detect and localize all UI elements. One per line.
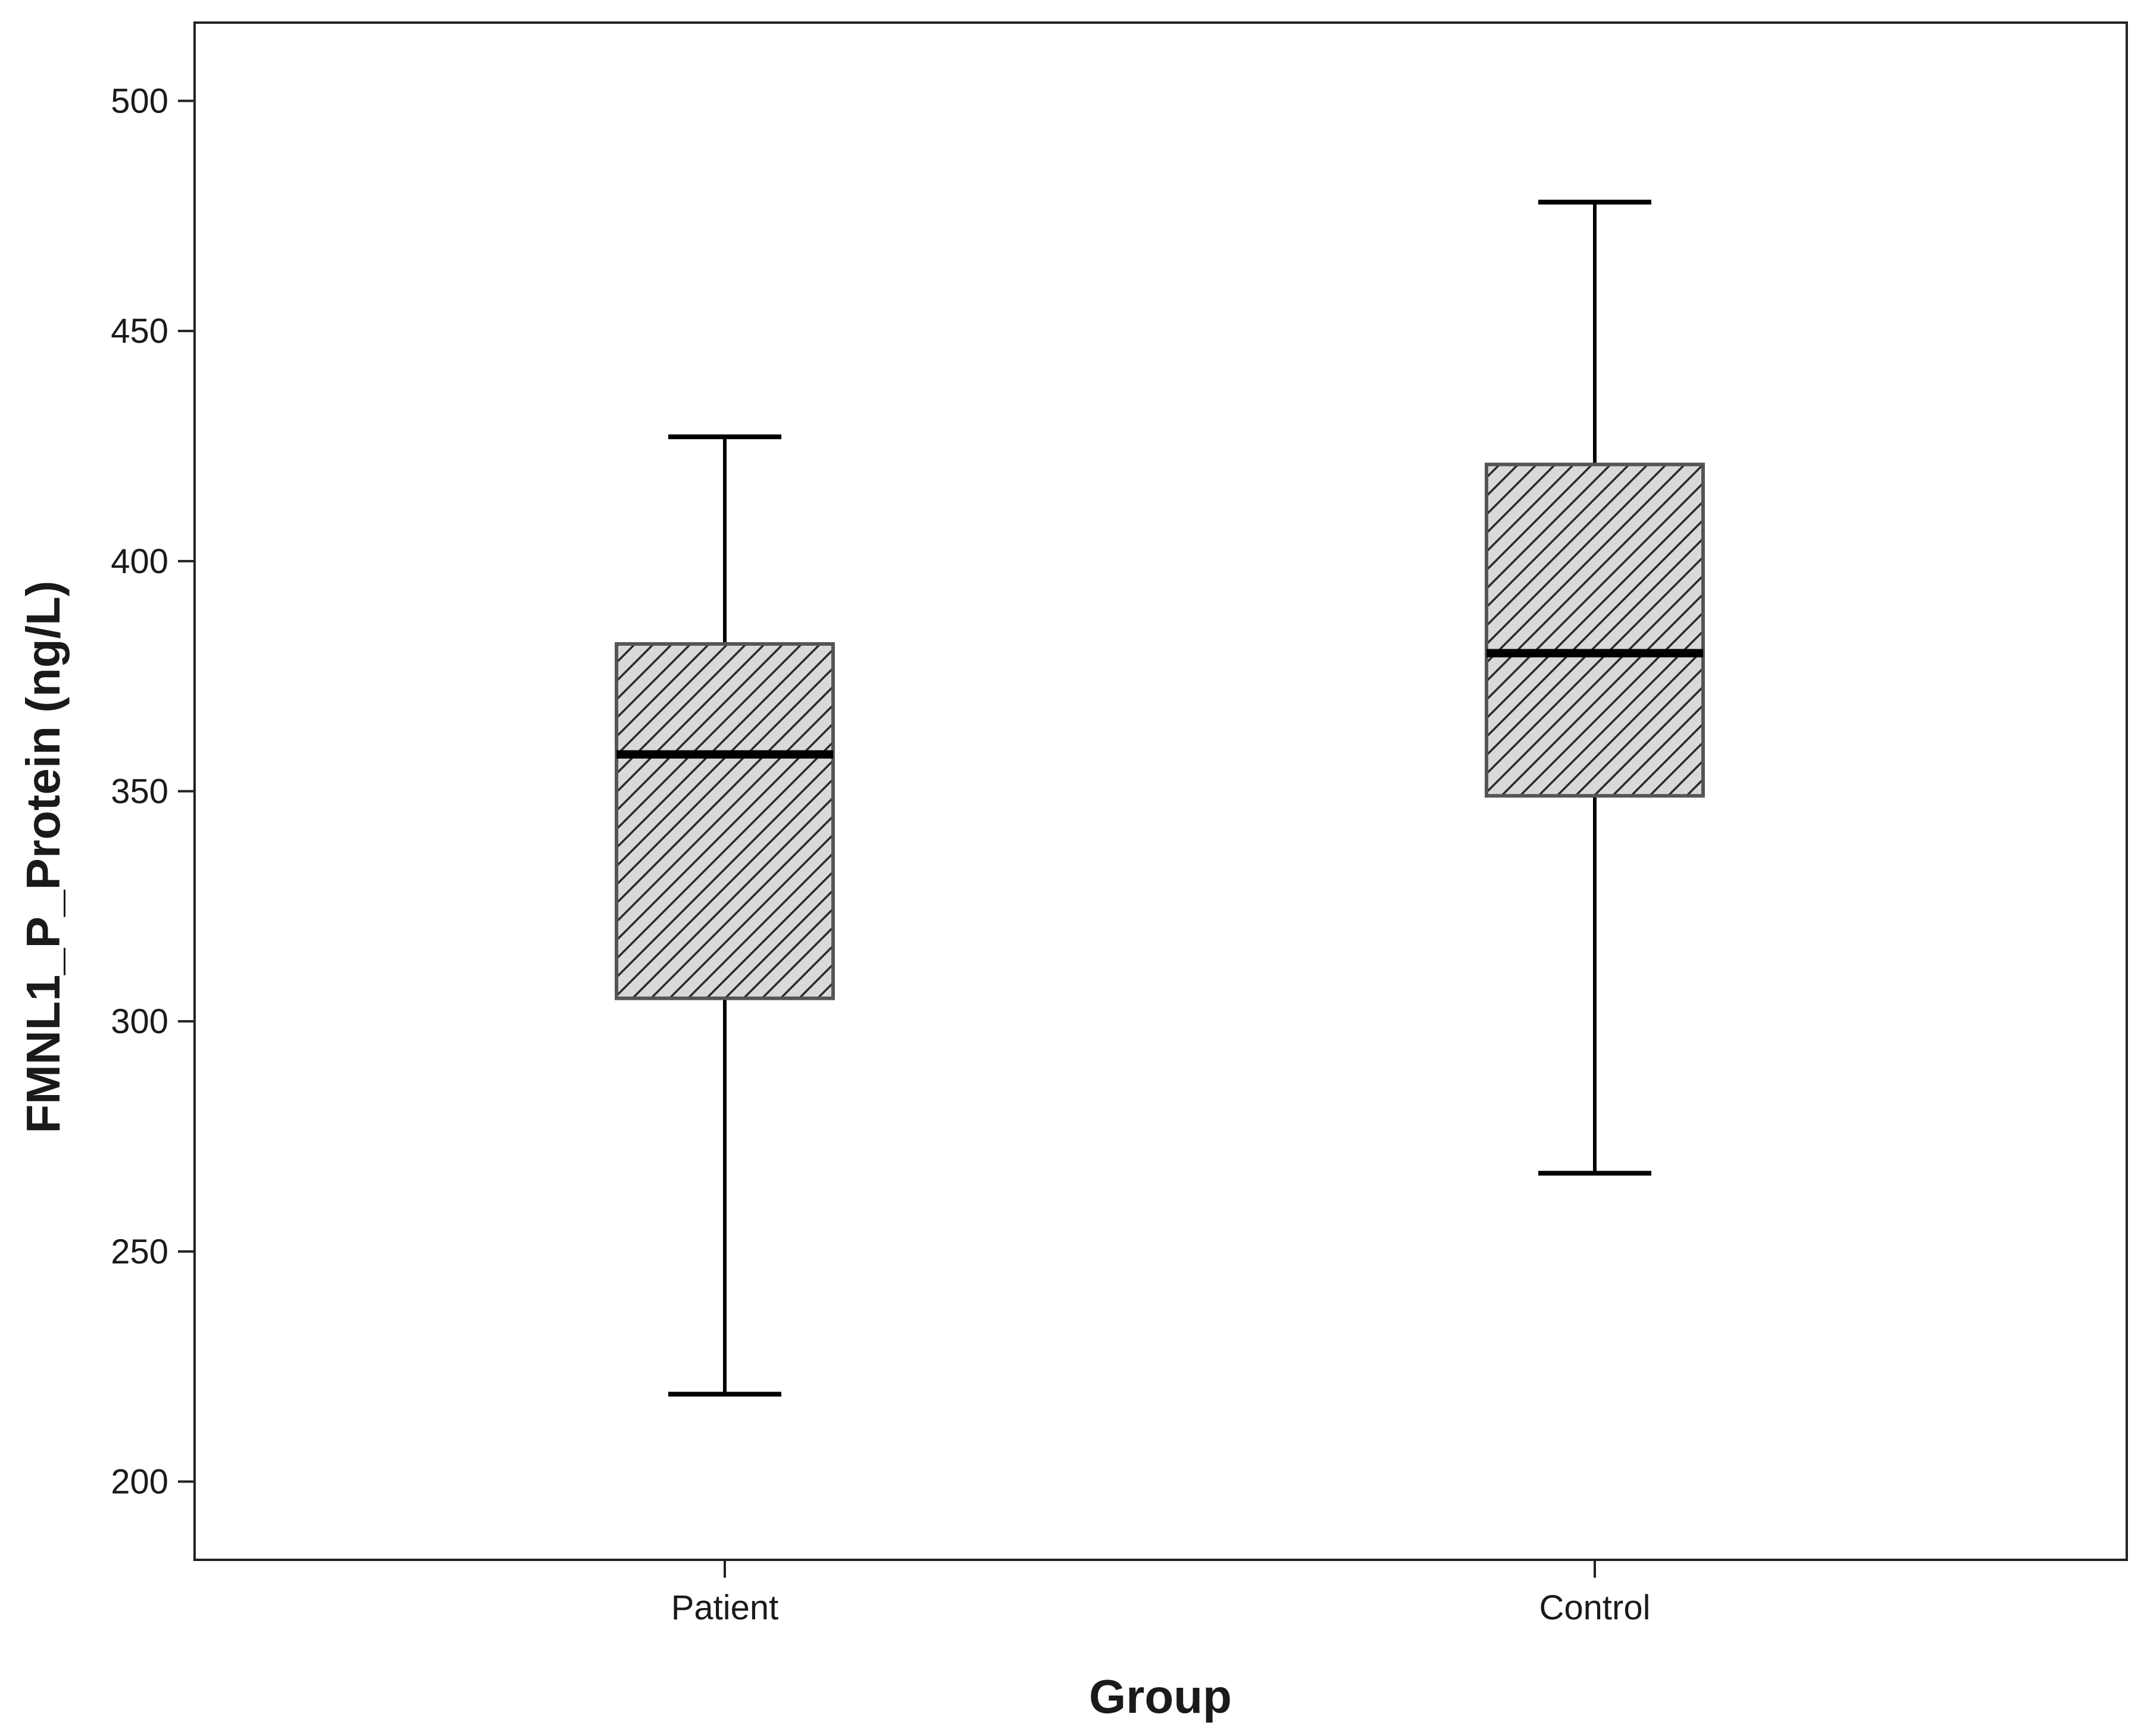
y-tick-label: 200	[111, 1463, 168, 1502]
boxes	[615, 199, 1705, 1397]
x-tick-label: Patient	[671, 1588, 779, 1627]
y-tick-label: 400	[111, 542, 168, 581]
y-axis: 200 250 300 350 400 450 500	[111, 82, 195, 1502]
y-axis-title: FMNL1_P_Protein (ng/L)	[17, 581, 70, 1134]
box-group-control	[1485, 199, 1705, 1176]
y-tick-label: 300	[111, 1002, 168, 1041]
iqr-box	[1485, 462, 1705, 798]
y-tick-label: 250	[111, 1233, 168, 1271]
iqr-box	[615, 642, 835, 1000]
y-tick-label: 450	[111, 312, 168, 351]
y-tick-label: 350	[111, 772, 168, 811]
y-tick-label: 500	[111, 82, 168, 120]
plot-frame	[193, 21, 2128, 1561]
x-axis: Patient Control	[671, 1560, 1651, 1627]
box-group-patient	[615, 434, 835, 1397]
x-tick-label: Control	[1539, 1588, 1651, 1627]
x-axis-title: Group	[1089, 1670, 1232, 1723]
